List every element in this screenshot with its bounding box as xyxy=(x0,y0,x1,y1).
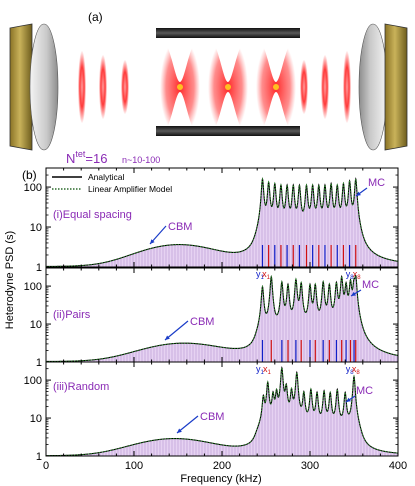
x-tick-label: 200 xyxy=(213,460,231,472)
mc-arrow xyxy=(355,187,368,197)
n-range-label: n~10-100 xyxy=(122,155,160,165)
cbm-arrow xyxy=(176,415,199,434)
legend: Analytical Linear Amplifier Model xyxy=(52,172,172,194)
y-tick-label: 10 xyxy=(30,222,42,234)
mode-label-y8: y8 xyxy=(346,269,355,281)
membrane-cell-3 xyxy=(252,28,300,136)
cbm-label: CBM xyxy=(200,411,224,423)
legend-analytical-label: Analytical xyxy=(88,172,124,182)
panel-a-label: (a) xyxy=(88,10,103,24)
x-tick-label: 300 xyxy=(301,460,319,472)
cbm-label: CBM xyxy=(168,221,192,233)
subplot-3: 1 10 100 0 100 200 300 400 (iii)Random CBM MC xyxy=(24,361,407,472)
left-mirror xyxy=(9,23,59,151)
mc-label: MC xyxy=(356,385,373,397)
right-mirror xyxy=(358,23,408,151)
y-tick-label: 1 xyxy=(36,357,42,369)
subplot-title: (iii)Random xyxy=(53,381,109,393)
membrane-cells xyxy=(156,28,300,136)
mode-label-y8: y8 xyxy=(346,364,355,376)
wavefronts-right xyxy=(300,51,351,123)
y-tick-label: 10 xyxy=(30,319,42,331)
cbm-label: CBM xyxy=(190,316,214,328)
mode-label-x8: x8 xyxy=(352,364,361,376)
legend-lam-label: Linear Amplifier Model xyxy=(88,184,172,194)
linear-amplifier-curve xyxy=(46,366,399,457)
mode-label-x1: x1 xyxy=(262,269,271,281)
mc-arrow xyxy=(350,289,362,297)
x-tick-label: 100 xyxy=(125,460,143,472)
y-tick-label: 1 xyxy=(36,262,42,274)
x-axis-label: Frequency (kHz) xyxy=(180,473,261,485)
mode-label-x1: x1 xyxy=(263,364,272,376)
mc-arrow xyxy=(345,395,356,403)
cbm-arrow xyxy=(164,320,189,341)
panel-b: Ntet=16 n~10-100 (b) Heterodyne PSD (s) … xyxy=(4,149,407,485)
membrane-cell-2 xyxy=(204,28,252,136)
y-tick-label: 1 xyxy=(36,451,42,463)
panel-a: (a) xyxy=(9,10,408,151)
cbm-arrow xyxy=(149,225,167,245)
y-axis-label: Heterodyne PSD (s) xyxy=(4,231,16,329)
mc-label: MC xyxy=(362,279,379,291)
mode-label-y1: y1 xyxy=(256,364,265,376)
membrane-cell-1 xyxy=(156,28,204,136)
psd-area-fill xyxy=(46,179,398,267)
y-tick-label: 10 xyxy=(30,413,42,425)
ntet-label: Ntet=16 xyxy=(66,149,107,166)
psd-area-fill xyxy=(46,367,398,456)
subplot-title: (ii)Pairs xyxy=(53,309,91,321)
wavefronts-left xyxy=(78,51,129,123)
y-tick-label: 100 xyxy=(24,281,42,293)
mode-label-x8: x8 xyxy=(353,269,362,281)
mc-label: MC xyxy=(368,177,385,189)
y-tick-label: 100 xyxy=(24,182,42,194)
x-tick-label: 400 xyxy=(389,460,407,472)
panel-b-label: (b) xyxy=(22,168,37,182)
linear-amplifier-curve xyxy=(45,177,399,267)
y-tick-label: 100 xyxy=(24,375,42,387)
mode-label-y1: y1 xyxy=(256,269,265,281)
subplot-title: (i)Equal spacing xyxy=(53,209,132,221)
x-tick-label: 0 xyxy=(43,460,49,472)
linear-amplifier-curve xyxy=(46,275,399,362)
